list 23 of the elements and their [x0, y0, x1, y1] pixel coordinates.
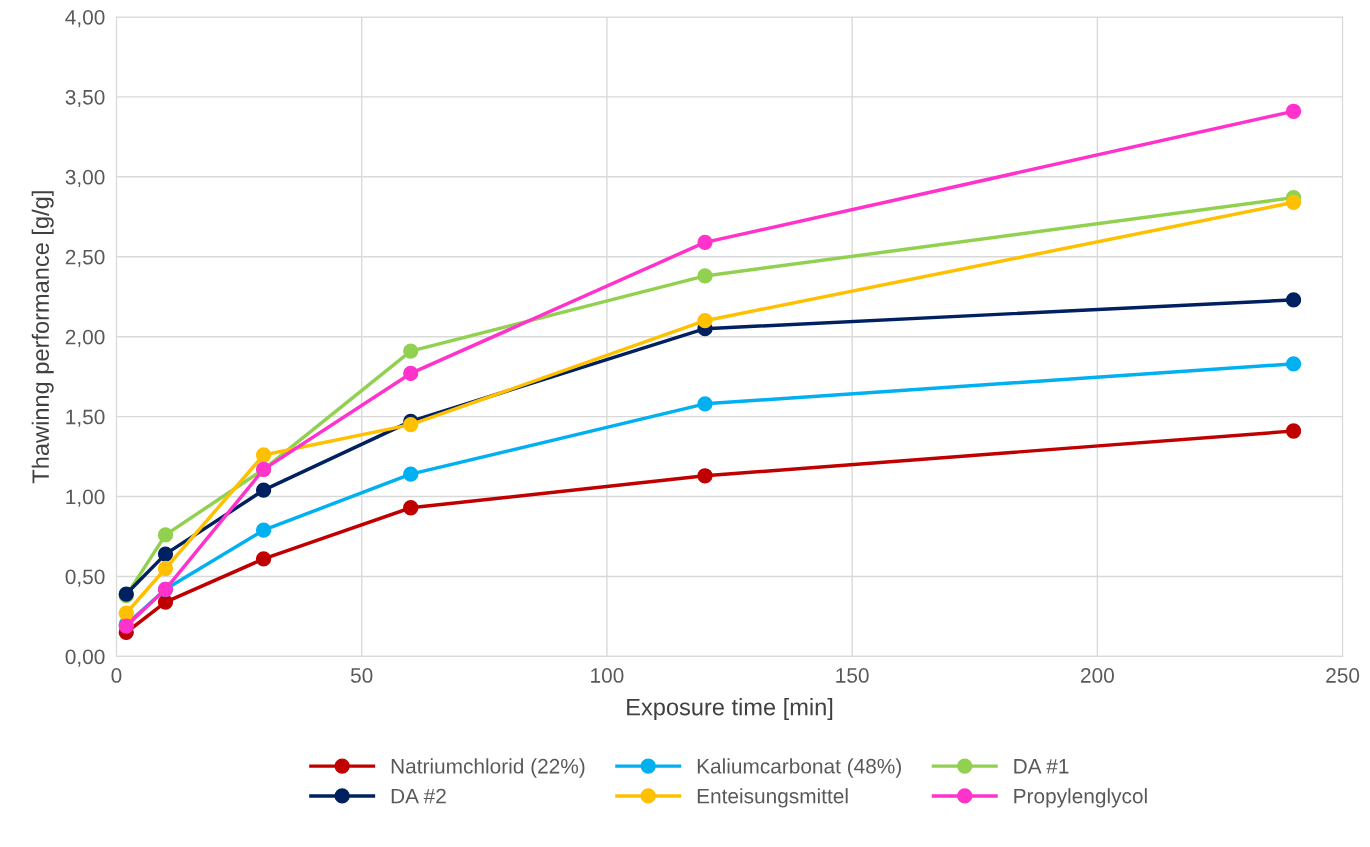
y-tick-label: 2,50 [65, 249, 105, 267]
legend-label: Propylenglycol [1014, 788, 1147, 808]
x-tick-label: 250 [1326, 668, 1360, 683]
legend-label: DA #1 [1014, 759, 1069, 774]
y-tick-label: 4,00 [65, 9, 105, 28]
y-tick-label: 1,50 [66, 409, 105, 427]
y-tick-label: 2,00 [65, 329, 105, 347]
legend-label: Enteisungsmittel [697, 788, 848, 808]
legend-label: DA #2 [391, 788, 446, 804]
legend-label: Natriumchlorid (22%) [391, 758, 585, 778]
y-axis-title: Thawinng performance [g/g] [31, 191, 54, 484]
x-tick-label: 150 [836, 668, 869, 683]
x-tick-label: 0 [111, 668, 122, 683]
x-tick-label: 200 [1081, 668, 1114, 683]
x-tick-label: 100 [591, 668, 624, 683]
y-tick-label: 3,50 [65, 89, 105, 108]
y-tick-label: 1,00 [66, 489, 105, 507]
x-tick-label: 50 [350, 668, 373, 683]
x-axis-title: Exposure time [min] [627, 698, 833, 721]
y-tick-label: 0,50 [65, 569, 105, 587]
y-tick-label: 0,00 [65, 649, 105, 667]
y-tick-label: 3,00 [65, 169, 105, 188]
legend-label: Kaliumcarbonat (48%) [697, 758, 901, 778]
